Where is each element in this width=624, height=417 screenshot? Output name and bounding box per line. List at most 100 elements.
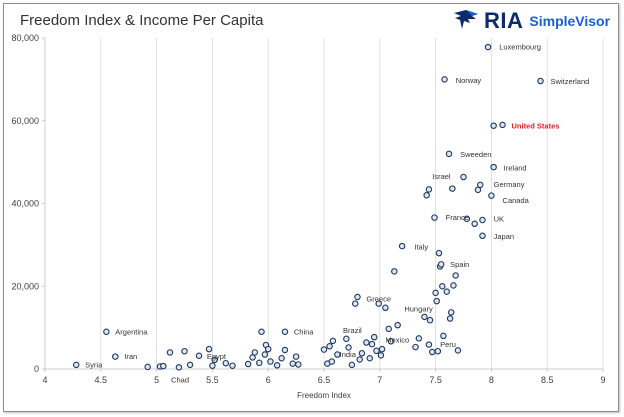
scatter-point [537, 77, 544, 85]
scatter-point [281, 346, 289, 354]
y-tick-label: 0 [34, 364, 39, 374]
point-label: Egypt [207, 352, 227, 361]
scatter-point [363, 339, 370, 346]
scatter-point [439, 282, 446, 290]
scatter-point [479, 232, 486, 240]
point-label: Ireland [504, 164, 527, 173]
scatter-point [433, 297, 440, 305]
x-axis-ticks: 4 4.5 5 5.5 6 6.5 7 7.5 8 8.5 9 [42, 369, 606, 385]
x-tick-label: 8 [489, 375, 494, 385]
scatter-point [499, 121, 506, 129]
scatter-point [329, 337, 337, 345]
point-label: Peru [440, 340, 456, 349]
point-label: Sweeden [460, 150, 491, 159]
scatter-point [289, 360, 297, 367]
scatter-point [479, 216, 486, 224]
scatter-point [490, 122, 497, 129]
scatter-point [267, 358, 274, 365]
scatter-point [443, 288, 451, 295]
scatter-point [209, 362, 216, 369]
scatter-point [488, 192, 495, 199]
scatter-point [186, 361, 194, 369]
point-label: UK [494, 214, 504, 223]
scatter-point [490, 163, 497, 171]
ria-simplevisor-logo: RIA SimpleVisor [452, 6, 612, 36]
scatter-point [452, 272, 459, 279]
scatter-point [385, 325, 392, 333]
scatter-point [244, 360, 252, 368]
scatter-point [441, 76, 448, 83]
scatter-point [454, 347, 462, 354]
x-tick-label: 8.5 [541, 375, 554, 385]
scatter-point [222, 359, 230, 367]
y-tick-label: 80,000 [11, 33, 39, 43]
scatter-point [412, 343, 419, 351]
scatter-point [112, 353, 119, 360]
y-tick-label: 40,000 [11, 199, 39, 209]
point-label: Syria [85, 360, 103, 369]
scatter-point [166, 349, 174, 356]
scatter-point [378, 345, 386, 353]
scatter-point [211, 356, 218, 364]
scatter-point [471, 220, 478, 228]
scatter-point [421, 313, 428, 321]
scatter-point [375, 300, 382, 307]
scatter-point [394, 321, 401, 329]
eagle-icon [454, 10, 478, 29]
scatter-point [195, 352, 203, 360]
x-tick-label: 5.5 [206, 375, 219, 385]
scatter-point [348, 361, 356, 369]
data-points [72, 43, 544, 371]
scatter-point [175, 364, 183, 371]
scatter-point [437, 261, 445, 268]
scatter-point [264, 345, 272, 353]
point-labels: Syria Argentina Iran Chad Egypt China Brazil In… [85, 43, 589, 385]
point-label: Italy [414, 243, 428, 252]
point-label: Switzerland [551, 77, 590, 86]
point-label: Greece [366, 294, 391, 303]
scatter-point [354, 293, 361, 301]
point-label: Germany [494, 180, 525, 189]
scatter-point [256, 359, 263, 367]
point-label: China [294, 327, 314, 336]
scatter-point [463, 215, 471, 223]
x-tick-label: 6.5 [318, 375, 331, 385]
scatter-point [229, 362, 236, 369]
scatter-point [446, 315, 454, 322]
scatter-point [429, 348, 436, 356]
scatter-point [144, 363, 151, 371]
scatter-point [261, 351, 269, 358]
scatter-point [445, 150, 453, 158]
scatter-point [447, 309, 455, 316]
y-tick-label: 60,000 [11, 116, 39, 126]
x-tick-label: 4.5 [95, 375, 108, 385]
scatter-point [366, 354, 374, 362]
scatter-point [351, 300, 359, 307]
x-tick-label: 7.5 [429, 375, 442, 385]
scatter-point [258, 328, 265, 336]
scatter-point [345, 344, 352, 351]
point-label: Canada [503, 196, 530, 205]
scatter-point [449, 185, 456, 192]
y-tick-label: 20,000 [11, 281, 39, 291]
x-tick-label: 7 [377, 375, 382, 385]
point-label: Brazil [343, 326, 362, 335]
scatter-point [205, 345, 213, 353]
x-tick-label: 4 [42, 375, 47, 385]
scatter-point [334, 351, 341, 358]
scatter-point [326, 342, 333, 350]
point-label: Spain [450, 260, 469, 269]
scatter-point [382, 304, 389, 312]
scatter-point [423, 191, 430, 199]
scatter-point [425, 186, 433, 193]
point-label: Israel [432, 172, 451, 181]
scatter-point [373, 347, 380, 355]
x-axis-title: Freedom Index [297, 391, 351, 400]
scatter-point [432, 289, 439, 297]
chart-title: Freedom Index & Income Per Capita [20, 12, 264, 29]
point-label: Luxembourg [499, 43, 541, 52]
scatter-point [160, 362, 167, 370]
point-label: Japan [494, 232, 514, 241]
x-tick-label: 5 [154, 375, 159, 385]
